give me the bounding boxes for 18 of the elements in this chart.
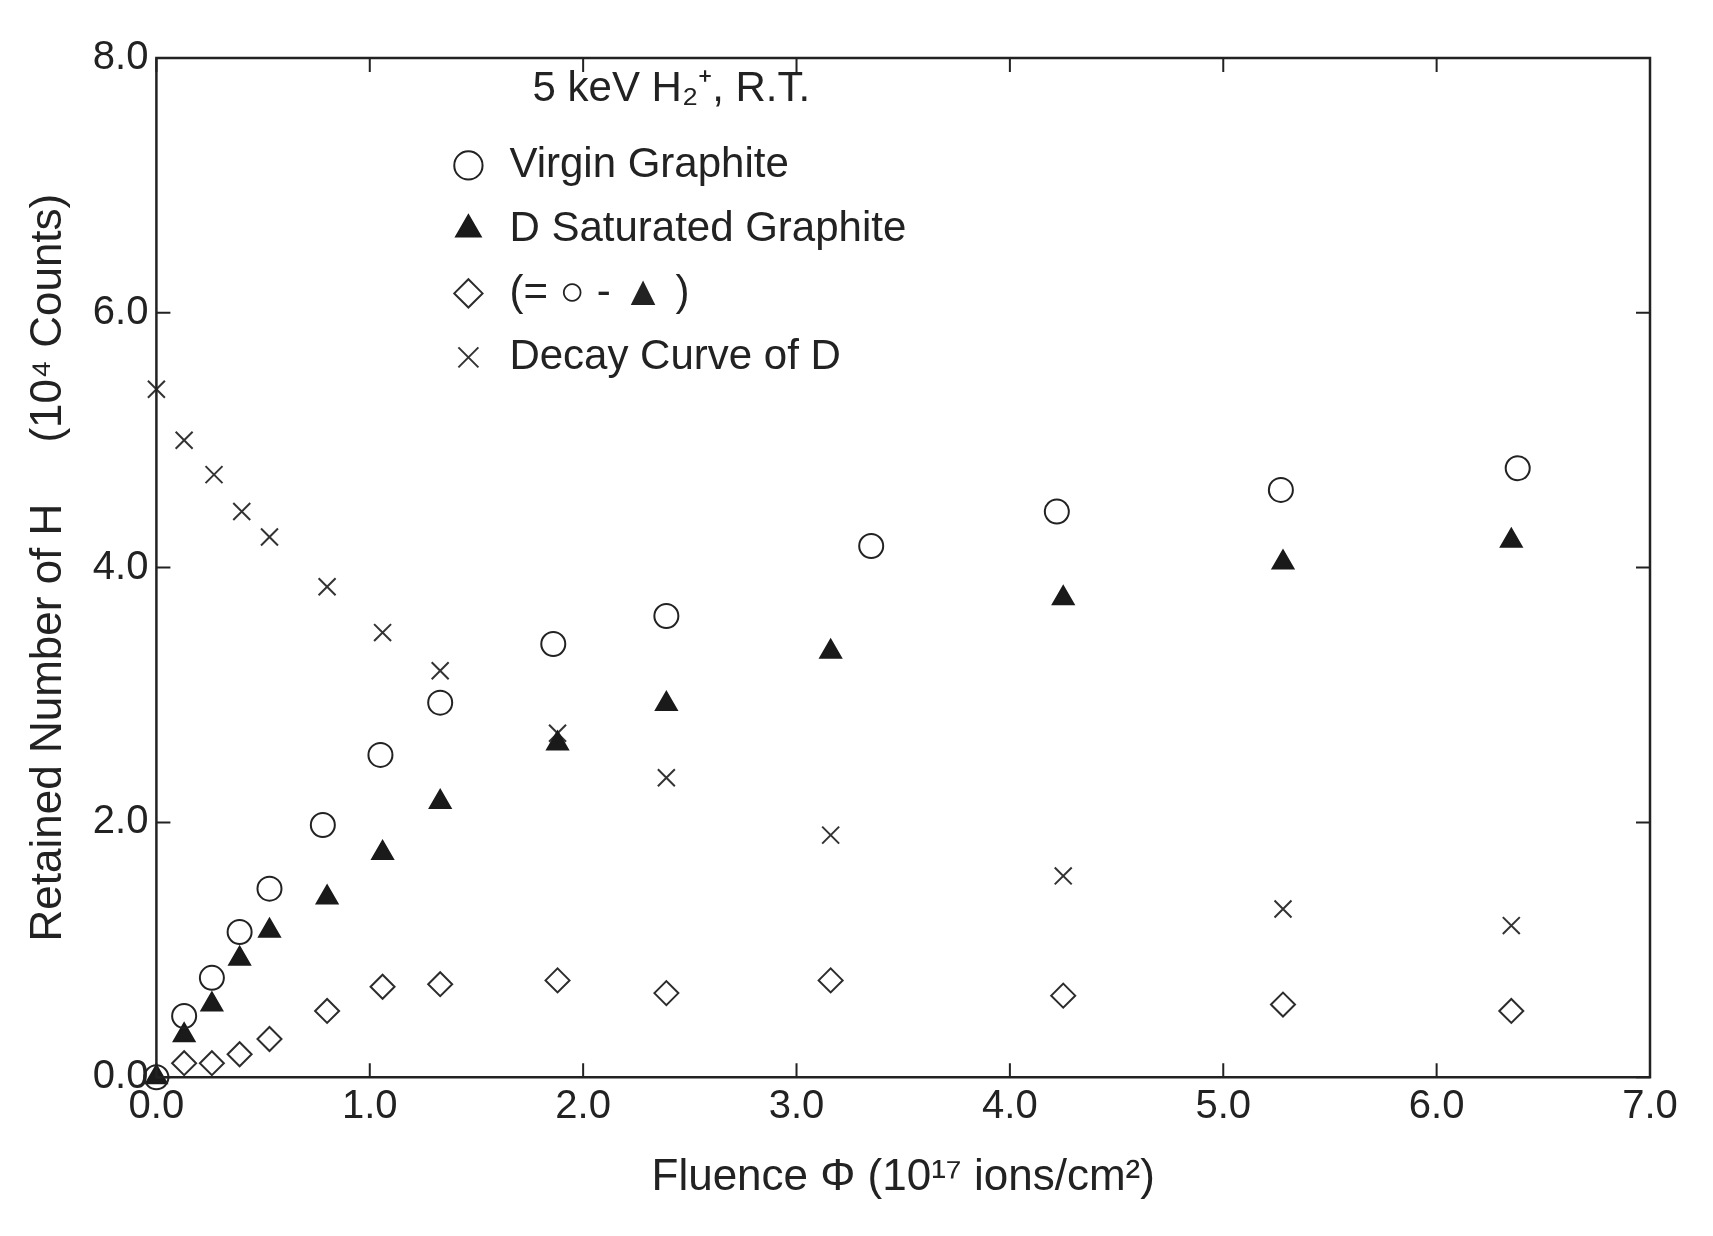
x-tick-label: 6.0: [1408, 1082, 1465, 1127]
y-tick-label: 8.0: [92, 33, 149, 78]
x-axis-title: Fluence Φ (10¹⁷ ions/cm²): [651, 1149, 1155, 1199]
legend-label: Virgin Graphite: [509, 138, 789, 186]
x-tick-label: 3.0: [768, 1082, 825, 1127]
legend-label: D Saturated Graphite: [509, 202, 907, 250]
y-tick-label: 4.0: [92, 542, 149, 587]
legend-label: Decay Curve of D: [509, 330, 841, 378]
y-axis-title: Retained Number of H (10⁴ Counts): [20, 193, 70, 942]
y-tick-label: 2.0: [92, 797, 149, 842]
x-tick-label: 5.0: [1195, 1082, 1252, 1127]
x-tick-label: 7.0: [1622, 1082, 1678, 1127]
legend-title: 5 keV H₂⁺, R.T.: [532, 62, 811, 110]
x-tick-label: 2.0: [555, 1082, 611, 1127]
legend-label: (= ○ - ▲ ): [509, 266, 690, 314]
x-tick-label: 4.0: [982, 1082, 1038, 1127]
x-tick-label: 1.0: [341, 1082, 398, 1127]
y-tick-label: 6.0: [92, 287, 149, 332]
